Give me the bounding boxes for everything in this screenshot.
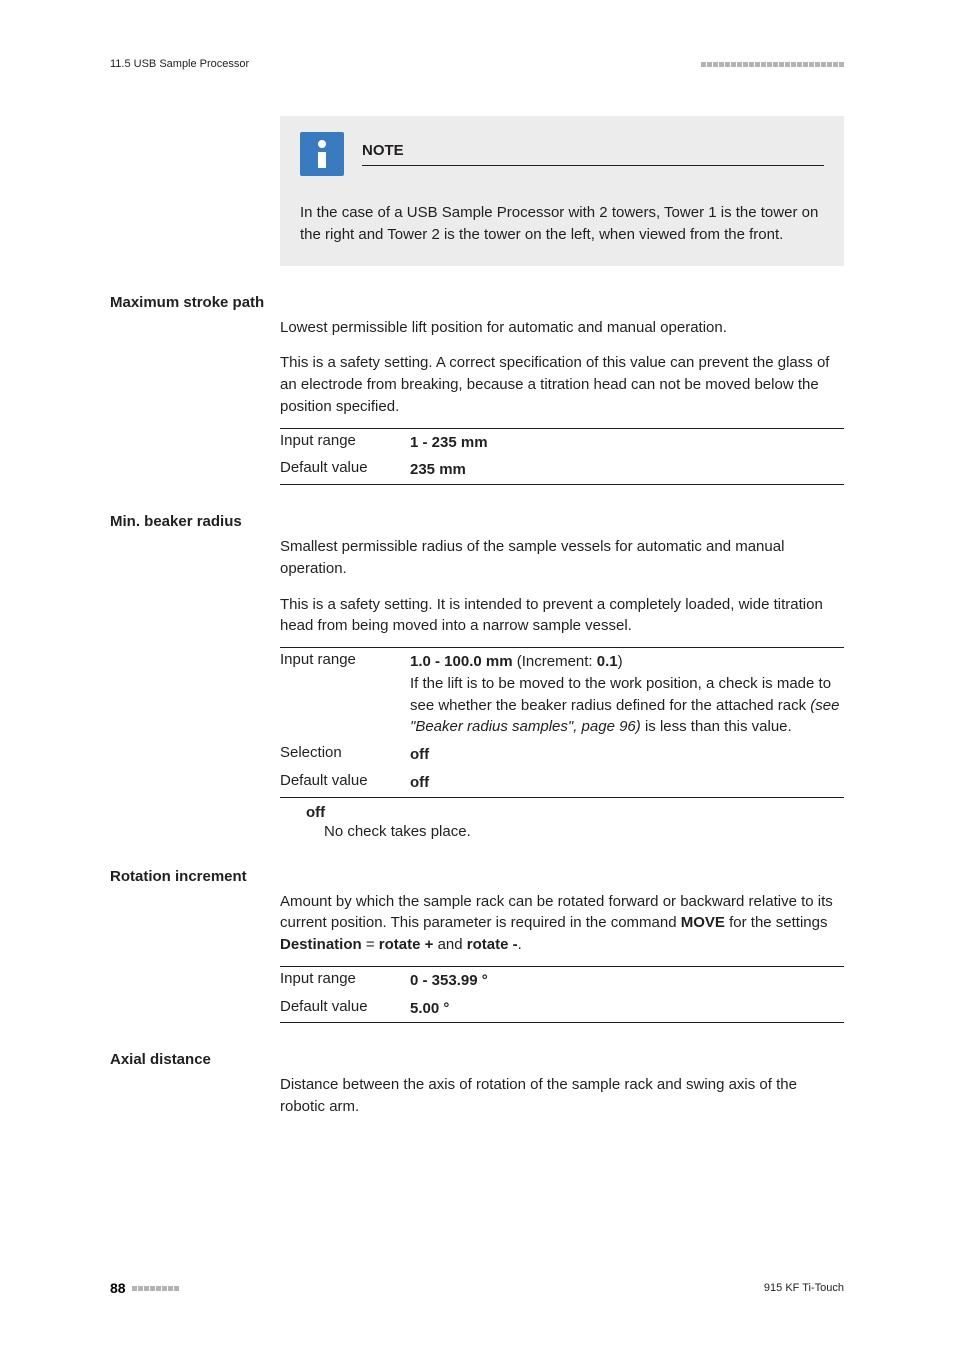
table-row: Default value 235 mm <box>280 456 844 484</box>
footer-ornament <box>132 1286 179 1291</box>
header-ornament <box>701 62 844 67</box>
param-value: 235 mm <box>410 459 844 481</box>
text-bold: rotate - <box>467 936 518 953</box>
param-value: 1.0 - 100.0 mm (Increment: 0.1) If the l… <box>410 651 844 738</box>
param-value: off <box>410 744 844 766</box>
rotation-p1: Amount by which the sample rack can be r… <box>280 891 844 956</box>
header-section-label: 11.5 USB Sample Processor <box>110 58 249 70</box>
table-row: Selection off <box>280 741 844 769</box>
text: . <box>518 936 522 953</box>
param-value: off <box>410 772 844 794</box>
text: and <box>433 936 466 953</box>
info-icon <box>300 132 344 176</box>
param-label: Default value <box>280 459 410 481</box>
sub-item-off: off No check takes place. <box>306 804 844 840</box>
val-text: ) <box>618 653 623 670</box>
val-text: (Increment: <box>513 653 597 670</box>
val-text: If the lift is to be moved to the work p… <box>410 675 831 714</box>
section-title-max-stroke: Maximum stroke path <box>110 294 844 311</box>
max-stroke-p2: This is a safety setting. A correct spec… <box>280 352 844 417</box>
note-body: In the case of a USB Sample Processor wi… <box>300 202 824 246</box>
val-bold: 1.0 - 100.0 mm <box>410 653 513 670</box>
page-header: 11.5 USB Sample Processor <box>110 58 844 70</box>
text-bold: Destination <box>280 936 362 953</box>
text-bold: MOVE <box>681 914 725 931</box>
section-title-axial: Axial distance <box>110 1051 844 1068</box>
page-footer: 88 915 KF Ti-Touch <box>110 1280 844 1296</box>
min-beaker-table: Input range 1.0 - 100.0 mm (Increment: 0… <box>280 647 844 798</box>
text-bold: rotate + <box>379 936 434 953</box>
table-row: Default value off <box>280 769 844 797</box>
param-label: Input range <box>280 970 410 992</box>
min-beaker-p1: Smallest permissible radius of the sampl… <box>280 536 844 580</box>
section-title-min-beaker: Min. beaker radius <box>110 513 844 530</box>
text: = <box>362 936 379 953</box>
param-label: Input range <box>280 432 410 454</box>
param-value: 5.00 ° <box>410 998 844 1020</box>
table-row: Default value 5.00 ° <box>280 995 844 1023</box>
section-title-rotation: Rotation increment <box>110 868 844 885</box>
param-label: Default value <box>280 998 410 1020</box>
param-label: Input range <box>280 651 410 738</box>
note-block: NOTE In the case of a USB Sample Process… <box>280 116 844 266</box>
val-text: is less than this value. <box>641 718 792 735</box>
page-number: 88 <box>110 1280 126 1296</box>
val-bold: 0.1 <box>597 653 618 670</box>
text: for the settings <box>725 914 828 931</box>
footer-product: 915 KF Ti-Touch <box>764 1282 844 1294</box>
param-label: Default value <box>280 772 410 794</box>
sub-item-desc: No check takes place. <box>324 823 844 840</box>
max-stroke-p1: Lowest permissible lift position for aut… <box>280 317 844 339</box>
rotation-table: Input range 0 - 353.99 ° Default value 5… <box>280 966 844 1024</box>
axial-p1: Distance between the axis of rotation of… <box>280 1074 844 1118</box>
min-beaker-p2: This is a safety setting. It is intended… <box>280 594 844 638</box>
note-title: NOTE <box>362 142 824 166</box>
param-label: Selection <box>280 744 410 766</box>
max-stroke-table: Input range 1 - 235 mm Default value 235… <box>280 428 844 486</box>
param-value: 0 - 353.99 ° <box>410 970 844 992</box>
param-value: 1 - 235 mm <box>410 432 844 454</box>
sub-item-label: off <box>306 804 844 821</box>
table-row: Input range 1 - 235 mm <box>280 429 844 457</box>
table-row: Input range 0 - 353.99 ° <box>280 967 844 995</box>
table-row: Input range 1.0 - 100.0 mm (Increment: 0… <box>280 648 844 741</box>
